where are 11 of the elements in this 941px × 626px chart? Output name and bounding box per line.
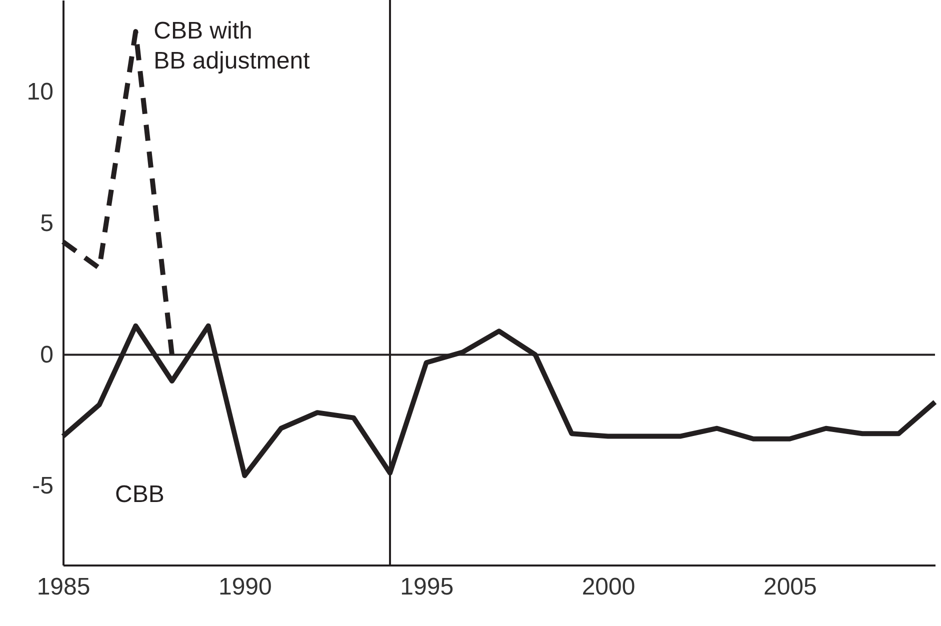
y-tick-label: -5 (32, 472, 54, 500)
x-tick-label: 2000 (582, 574, 636, 600)
y-tick-label: 0 (40, 341, 54, 368)
series-label: CBB with BB adjustment (154, 18, 310, 75)
x-tick-label: 1990 (218, 574, 272, 600)
y-tick-label: 5 (40, 210, 54, 237)
y-tick-label: 10 (26, 78, 54, 106)
x-tick-label: 1985 (36, 574, 90, 600)
x-tick-label: 1995 (400, 574, 454, 600)
text: CBB (114, 481, 164, 508)
x-tick-label: 2005 (763, 574, 817, 600)
